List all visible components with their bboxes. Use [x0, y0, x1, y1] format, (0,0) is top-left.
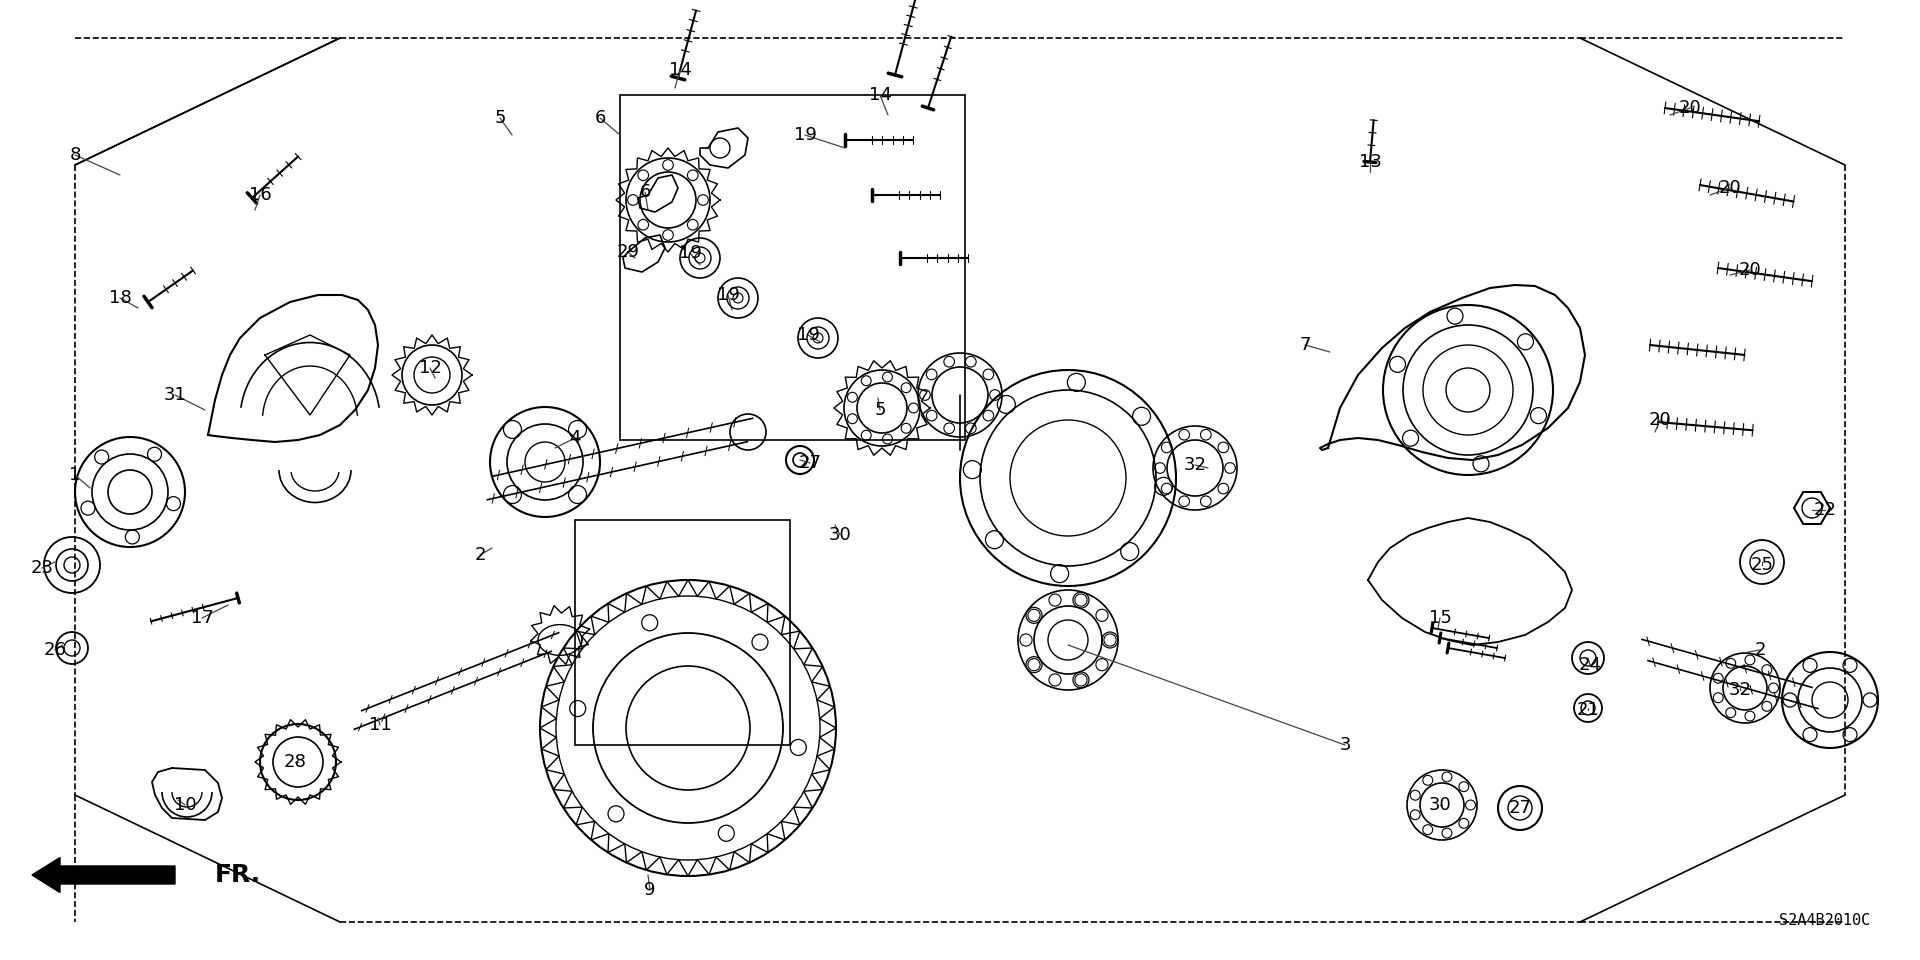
Bar — [574, 520, 789, 745]
FancyArrow shape — [33, 857, 175, 893]
Bar — [620, 95, 966, 440]
Text: 4: 4 — [568, 429, 580, 447]
Text: 18: 18 — [109, 289, 131, 307]
Text: 28: 28 — [284, 753, 307, 771]
Text: 23: 23 — [31, 559, 54, 577]
Text: 26: 26 — [44, 641, 67, 659]
Text: 17: 17 — [190, 609, 213, 627]
Text: 6: 6 — [639, 183, 651, 201]
Text: 9: 9 — [645, 881, 657, 899]
Text: 14: 14 — [668, 61, 691, 79]
Text: 11: 11 — [369, 716, 392, 734]
Text: 21: 21 — [1576, 701, 1599, 719]
Text: 31: 31 — [163, 386, 186, 404]
Text: 20: 20 — [1678, 99, 1701, 117]
Text: 1: 1 — [69, 466, 81, 484]
Text: 13: 13 — [1359, 153, 1380, 171]
Text: 32: 32 — [1728, 681, 1751, 699]
Text: 10: 10 — [173, 796, 196, 814]
Text: 16: 16 — [248, 186, 271, 204]
Text: 27: 27 — [1509, 799, 1532, 817]
Text: S2A4B2010C: S2A4B2010C — [1778, 913, 1870, 928]
Text: 3: 3 — [1340, 736, 1352, 754]
Text: 12: 12 — [419, 359, 442, 377]
Text: 6: 6 — [595, 109, 605, 127]
Text: 5: 5 — [874, 401, 885, 419]
Text: 20: 20 — [1718, 179, 1741, 197]
Text: 29: 29 — [616, 243, 639, 261]
Text: 8: 8 — [69, 146, 81, 164]
Text: 19: 19 — [797, 326, 820, 344]
Text: 25: 25 — [1751, 556, 1774, 574]
Text: 5: 5 — [493, 109, 505, 127]
Text: 30: 30 — [829, 526, 851, 544]
Text: 19: 19 — [678, 244, 701, 262]
Text: 14: 14 — [868, 86, 891, 104]
Text: 19: 19 — [793, 126, 816, 144]
Text: 2: 2 — [474, 546, 486, 564]
Text: FR.: FR. — [215, 863, 261, 887]
Text: 20: 20 — [1649, 411, 1672, 429]
Text: 32: 32 — [1183, 456, 1206, 474]
Text: 30: 30 — [1428, 796, 1452, 814]
Text: 24: 24 — [1578, 656, 1601, 674]
Text: 15: 15 — [1428, 609, 1452, 627]
Text: 19: 19 — [716, 286, 739, 304]
Text: 20: 20 — [1740, 261, 1761, 279]
Text: 27: 27 — [799, 454, 822, 472]
Text: 2: 2 — [1755, 641, 1766, 659]
Text: 22: 22 — [1814, 501, 1837, 519]
Text: 7: 7 — [1300, 336, 1311, 354]
